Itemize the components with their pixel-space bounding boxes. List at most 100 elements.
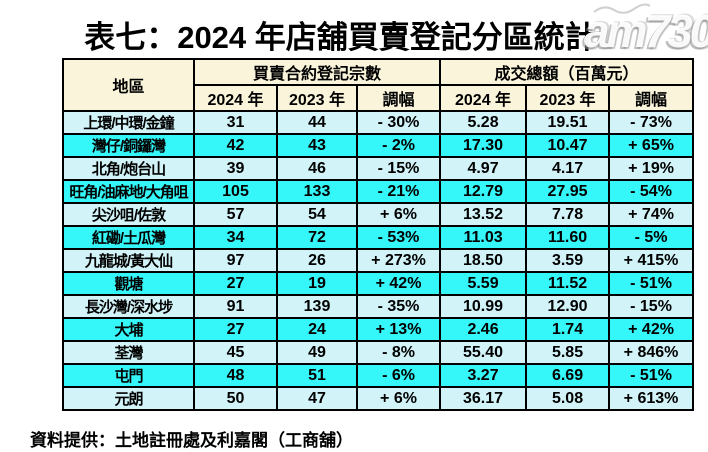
table-row: 長沙灣/深水埗 91 139 - 35% 10.99 12.90 - 15% xyxy=(62,294,695,319)
cell-amount-change: + 415% xyxy=(608,248,695,273)
cell-count-change: - 21% xyxy=(355,179,442,204)
cell-count-2023: 49 xyxy=(276,340,358,365)
cell-count-2023: 26 xyxy=(276,248,358,273)
cell-amount-2023: 6.69 xyxy=(525,363,611,388)
cell-region: 元朗 xyxy=(62,386,195,411)
cell-amount-2024: 13.52 xyxy=(439,202,528,227)
cell-amount-2023: 11.60 xyxy=(525,225,611,250)
cell-amount-2023: 1.74 xyxy=(525,317,611,342)
cell-count-2023: 139 xyxy=(276,294,358,319)
cell-amount-change: + 846% xyxy=(608,340,695,365)
cell-amount-2024: 4.97 xyxy=(439,156,528,181)
cell-region: 觀塘 xyxy=(62,271,195,296)
header-amount-2024: 2024 年 xyxy=(439,84,528,112)
cell-region: 北角/炮台山 xyxy=(62,156,195,181)
cell-region: 長沙灣/深水埗 xyxy=(62,294,195,319)
cell-count-2024: 39 xyxy=(193,156,278,181)
cell-amount-change: - 5% xyxy=(608,225,695,250)
cell-count-2024: 27 xyxy=(193,271,278,296)
cell-count-2024: 34 xyxy=(193,225,278,250)
cell-count-change: + 273% xyxy=(355,248,442,273)
cell-amount-2024: 3.27 xyxy=(439,363,528,388)
table-row: 大埔 27 24 + 13% 2.46 1.74 + 42% xyxy=(62,317,695,342)
page-title: 表七：2024 年店舖買賣登記分區統計 xyxy=(84,20,596,55)
header-count-2024: 2024 年 xyxy=(193,84,278,112)
cell-amount-change: + 65% xyxy=(608,133,695,158)
cell-amount-2024: 2.46 xyxy=(439,317,528,342)
cell-count-change: - 30% xyxy=(355,110,442,135)
cell-count-change: + 42% xyxy=(355,271,442,296)
header-region: 地區 xyxy=(62,58,195,112)
cell-amount-2023: 7.78 xyxy=(525,202,611,227)
cell-region: 旺角/油麻地/大角咀 xyxy=(62,179,195,204)
cell-amount-change: - 73% xyxy=(608,110,695,135)
cell-count-change: - 6% xyxy=(355,363,442,388)
header-amount-2023: 2023 年 xyxy=(525,84,611,112)
cell-amount-2023: 10.47 xyxy=(525,133,611,158)
cell-region: 九龍城/黃大仙 xyxy=(62,248,195,273)
cell-amount-change: - 51% xyxy=(608,363,695,388)
cell-amount-2023: 3.59 xyxy=(525,248,611,273)
table-row: 荃灣 45 49 - 8% 55.40 5.85 + 846% xyxy=(62,340,695,365)
am730-watermark: am730 xyxy=(584,5,708,57)
cell-count-change: - 8% xyxy=(355,340,442,365)
cell-amount-change: + 613% xyxy=(608,386,695,411)
cell-count-2024: 42 xyxy=(193,133,278,158)
cell-count-2023: 54 xyxy=(276,202,358,227)
cell-region: 大埔 xyxy=(62,317,195,342)
cell-count-2023: 72 xyxy=(276,225,358,250)
source-note: 資料提供：土地註冊處及利嘉閣（工商舖） xyxy=(30,431,353,450)
cell-count-2024: 45 xyxy=(193,340,278,365)
cell-region: 紅磡/土瓜灣 xyxy=(62,225,195,250)
header-group-amount: 成交總額（百萬元） xyxy=(439,58,695,86)
header-count-2023: 2023 年 xyxy=(276,84,358,112)
cell-count-2024: 50 xyxy=(193,386,278,411)
watermark-scribble-icon xyxy=(593,3,651,14)
cell-amount-change: + 42% xyxy=(608,317,695,342)
header-year-row: 2024 年 2023 年 調幅 2024 年 2023 年 調幅 xyxy=(63,84,695,112)
cell-count-2024: 105 xyxy=(193,179,278,204)
cell-amount-2024: 18.50 xyxy=(439,248,528,273)
cell-count-2024: 27 xyxy=(193,317,278,342)
cell-amount-2024: 36.17 xyxy=(439,386,528,411)
cell-region: 荃灣 xyxy=(62,340,195,365)
cell-count-2024: 97 xyxy=(193,248,278,273)
cell-amount-2023: 4.17 xyxy=(525,156,611,181)
cell-amount-2024: 55.40 xyxy=(439,340,528,365)
cell-count-change: - 2% xyxy=(355,133,442,158)
cell-count-2023: 24 xyxy=(276,317,358,342)
cell-amount-2024: 5.59 xyxy=(439,271,528,296)
cell-region: 屯門 xyxy=(62,363,195,388)
cell-amount-2024: 17.30 xyxy=(439,133,528,158)
cell-amount-2024: 10.99 xyxy=(439,294,528,319)
cell-amount-2023: 5.08 xyxy=(525,386,611,411)
table-row: 九龍城/黃大仙 97 26 + 273% 18.50 3.59 + 415% xyxy=(62,248,695,273)
cell-amount-2023: 27.95 xyxy=(525,179,611,204)
table-row: 上環/中環/金鐘 31 44 - 30% 5.28 19.51 - 73% xyxy=(62,110,695,135)
cell-region: 上環/中環/金鐘 xyxy=(62,110,195,135)
header-group-row: 地區 買賣合約登記宗數 成交總額（百萬元） xyxy=(62,58,695,112)
cell-count-2024: 31 xyxy=(193,110,278,135)
cell-count-change: - 53% xyxy=(355,225,442,250)
cell-count-2023: 43 xyxy=(276,133,358,158)
cell-count-2023: 51 xyxy=(276,363,358,388)
cell-count-2023: 47 xyxy=(276,386,358,411)
cell-count-change: + 6% xyxy=(355,386,442,411)
header-amount-change: 調幅 xyxy=(608,84,695,112)
cell-count-change: - 35% xyxy=(355,294,442,319)
cell-amount-2023: 5.85 xyxy=(525,340,611,365)
cell-count-2023: 19 xyxy=(276,271,358,296)
table-row: 旺角/油麻地/大角咀 105 133 - 21% 12.79 27.95 - 5… xyxy=(62,179,695,204)
cell-amount-2023: 19.51 xyxy=(525,110,611,135)
header-group-registrations: 買賣合約登記宗數 xyxy=(192,58,442,86)
cell-amount-change: + 74% xyxy=(608,202,695,227)
cell-amount-change: - 15% xyxy=(608,294,695,319)
table-row: 尖沙咀/佐敦 57 54 + 6% 13.52 7.78 + 74% xyxy=(62,202,695,227)
cell-amount-2024: 11.03 xyxy=(439,225,528,250)
cell-amount-2024: 12.79 xyxy=(439,179,528,204)
table-row: 元朗 50 47 + 6% 36.17 5.08 + 613% xyxy=(62,386,695,411)
header-count-change: 調幅 xyxy=(355,84,442,112)
cell-count-2024: 57 xyxy=(193,202,278,227)
cell-count-2024: 48 xyxy=(193,363,278,388)
cell-amount-change: + 19% xyxy=(608,156,695,181)
